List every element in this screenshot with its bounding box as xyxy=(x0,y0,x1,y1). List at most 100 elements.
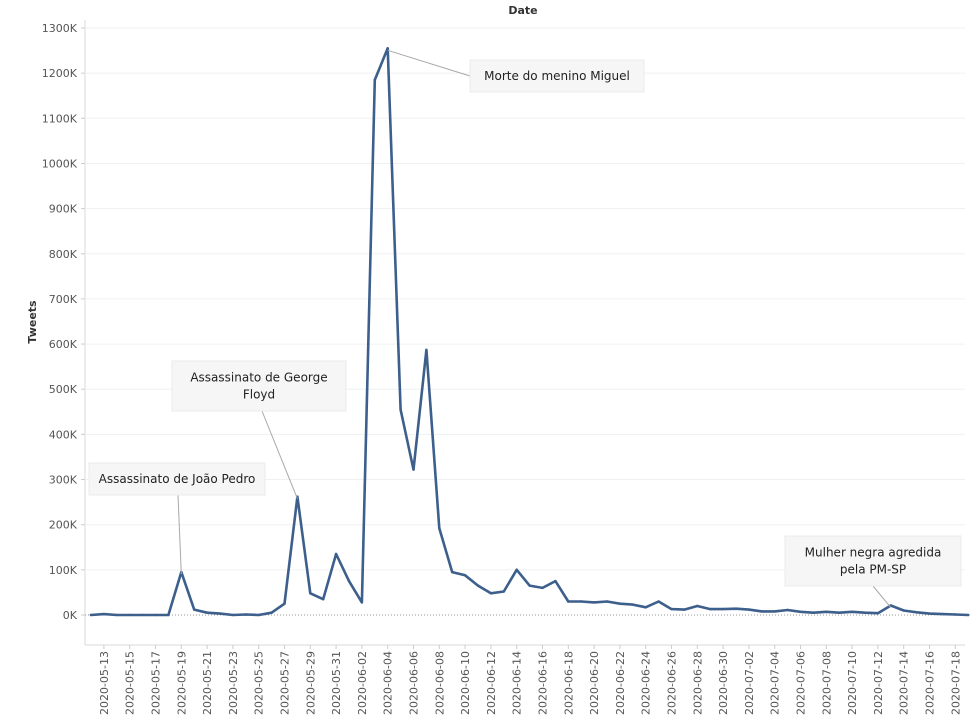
x-tick-label: 2020-05-15 xyxy=(124,651,137,715)
x-tick-label: 2020-06-12 xyxy=(485,651,498,715)
x-tick-label: 2020-05-21 xyxy=(201,651,214,715)
x-tick-label: 2020-07-18 xyxy=(949,651,962,715)
annotation: Assassinato de João Pedro xyxy=(88,462,266,575)
annotation-leader-line xyxy=(177,494,182,575)
data-point xyxy=(592,601,596,604)
data-point xyxy=(954,613,957,616)
annotation-box xyxy=(784,535,962,587)
y-tick-label: 900K xyxy=(49,203,78,216)
x-tick-label: 2020-07-10 xyxy=(846,651,859,715)
data-point xyxy=(709,607,712,611)
data-point xyxy=(399,408,402,411)
annotation: Mulher negra agredida pela PM-SP xyxy=(784,535,962,608)
x-tick-label: 2020-06-14 xyxy=(511,651,524,715)
y-tick-label: 1300K xyxy=(42,22,78,35)
data-point xyxy=(876,612,880,615)
data-point xyxy=(502,590,505,593)
x-tick-label: 2020-07-02 xyxy=(743,651,756,715)
data-point xyxy=(567,600,570,603)
annotation: Morte do menino Miguel xyxy=(387,49,645,93)
data-point xyxy=(373,78,376,82)
data-point xyxy=(438,527,441,530)
y-tick-label: 1100K xyxy=(42,112,78,125)
x-axis-title: Date xyxy=(508,4,537,17)
data-point xyxy=(799,610,802,613)
annotation-text: pela PM-SP xyxy=(840,563,906,577)
y-tick-label: 700K xyxy=(49,293,78,306)
annotation-box xyxy=(171,360,347,412)
data-point xyxy=(515,568,518,571)
data-point xyxy=(915,611,918,614)
data-point xyxy=(102,612,106,616)
data-point xyxy=(489,592,493,595)
y-tick-label: 600K xyxy=(49,338,78,351)
x-tick-label: 2020-05-17 xyxy=(150,651,163,715)
data-point xyxy=(218,612,222,615)
data-point xyxy=(696,604,699,608)
y-axis: 0K 100K 200K 300K 400K 500K 600K 700K 800K 900K 10… xyxy=(42,22,85,622)
data-point xyxy=(644,606,647,609)
data-point xyxy=(825,610,828,613)
x-tick-label: 2020-06-10 xyxy=(459,651,472,715)
series-line xyxy=(89,46,970,617)
y-tick-label: 800K xyxy=(49,248,78,261)
data-point xyxy=(721,607,725,611)
x-tick-label: 2020-06-18 xyxy=(562,651,575,715)
data-point xyxy=(618,602,622,605)
data-point xyxy=(193,608,196,611)
data-point xyxy=(850,610,854,613)
x-tick-label: 2020-06-16 xyxy=(537,651,550,715)
data-point xyxy=(863,611,867,614)
data-point xyxy=(528,584,531,587)
x-tick-label: 2020-06-30 xyxy=(717,651,730,715)
x-tick-label: 2020-05-27 xyxy=(279,651,292,715)
data-point xyxy=(967,613,970,617)
annotation-leader-line xyxy=(261,410,298,499)
data-point xyxy=(309,592,312,595)
data-point xyxy=(838,611,841,614)
data-point xyxy=(786,608,789,612)
data-point xyxy=(760,610,763,613)
x-tick-label: 2020-07-08 xyxy=(820,651,833,715)
data-point xyxy=(902,609,905,612)
data-point xyxy=(554,579,557,583)
data-point xyxy=(283,602,286,605)
data-point xyxy=(451,570,454,574)
y-tick-label: 1200K xyxy=(42,67,78,80)
x-tick-label: 2020-06-02 xyxy=(356,651,369,715)
data-point xyxy=(412,468,415,471)
data-point xyxy=(734,607,738,610)
x-tick-label: 2020-07-06 xyxy=(795,651,808,715)
data-point xyxy=(476,584,480,587)
data-point xyxy=(128,613,131,617)
annotation-leader-line xyxy=(872,585,892,608)
annotation-text: Morte do menino Miguel xyxy=(484,69,630,83)
y-tick-label: 400K xyxy=(49,428,78,441)
data-point xyxy=(244,613,247,616)
annotation-text: Mulher negra agredida xyxy=(805,546,942,560)
x-tick-label: 2020-05-29 xyxy=(304,651,317,715)
data-point xyxy=(231,613,235,617)
data-point xyxy=(773,610,776,613)
series-layer xyxy=(89,46,970,617)
y-tick-label: 100K xyxy=(49,564,78,577)
data-point xyxy=(167,613,170,617)
y-axis-title: Tweets xyxy=(26,300,39,344)
data-point xyxy=(580,600,583,603)
data-point xyxy=(463,574,467,577)
y-tick-label: 300K xyxy=(49,474,78,487)
data-point xyxy=(347,579,351,583)
y-tick-label: 200K xyxy=(49,519,78,532)
x-tick-label: 2020-06-22 xyxy=(614,651,627,715)
x-tick-label: 2020-06-08 xyxy=(433,651,446,715)
y-tick-label: 0K xyxy=(63,609,78,622)
data-point xyxy=(322,598,325,601)
data-point xyxy=(683,608,686,611)
data-point xyxy=(89,613,93,617)
x-tick-label: 2020-07-04 xyxy=(769,651,782,715)
x-tick-label: 2020-05-19 xyxy=(175,651,188,715)
x-tick-label: 2020-05-13 xyxy=(98,651,111,715)
data-point xyxy=(115,613,119,617)
x-tick-label: 2020-06-28 xyxy=(691,651,704,715)
